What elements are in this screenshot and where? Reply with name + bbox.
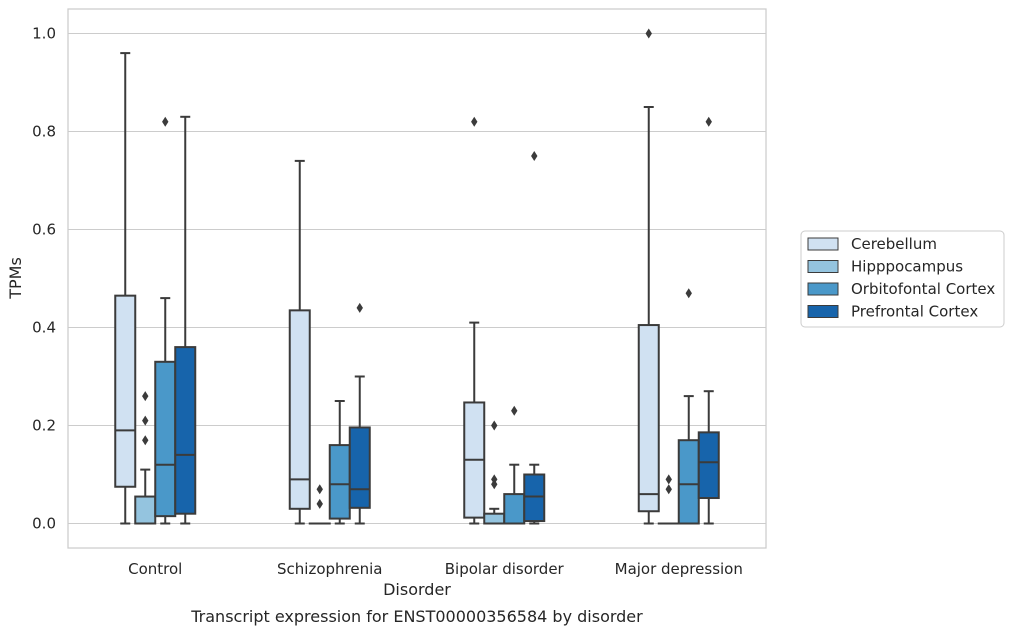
legend-label: Orbitofontal Cortex [851,280,995,298]
box-cerebellum [288,159,311,525]
box-body [134,495,157,525]
y-tick-label: 0.2 [32,417,56,435]
plot-frame [67,8,767,549]
legend-label: Cerebellum [851,235,937,253]
x-tick-label: Control [128,560,182,578]
chart-caption: Transcript expression for ENST0000035658… [190,607,643,626]
outlier-point [356,302,363,313]
y-tick-label: 0.0 [32,515,56,533]
box-orbitofontal-cortex [677,288,700,525]
x-axis-title: Disorder [383,580,451,599]
legend-swatch [807,282,839,296]
outlier-point [162,116,169,127]
outlier-point [471,116,478,127]
legend-swatch [807,237,839,251]
x-tick-label: Bipolar disorder [445,560,565,578]
box-body [483,512,506,525]
box-body [288,309,311,510]
box-cerebellum [637,28,660,525]
box-cerebellum [114,52,137,525]
y-tick-label: 0.4 [32,319,56,337]
x-tick-labels: Control Schizophrenia Bipolar disorder Majo… [128,560,743,578]
y-tick-labels: 0.0 0.2 0.4 0.6 0.8 1.0 [32,25,56,533]
x-tick-label: Schizophrenia [277,560,382,578]
y-axis-title: TPMs [6,257,25,300]
outlier-point [531,151,538,161]
legend-label: Hipppocampus [851,258,963,276]
outlier-point [316,484,323,495]
box-body [154,360,177,518]
box-prefrontal-cortex [174,115,197,525]
outlier-point [645,28,652,39]
boxes [114,28,720,525]
box-hipppocampus [308,484,331,525]
box-body [348,426,371,509]
box-orbitofontal-cortex [154,116,177,525]
outlier-point [316,498,323,509]
box-body [114,294,137,488]
outlier-point [142,415,149,426]
outlier-point [705,116,712,127]
box-body [697,431,720,500]
legend-label: Prefrontal Cortex [851,303,978,321]
y-tick-label: 0.8 [32,123,56,141]
outlier-point [491,474,498,485]
box-body [677,439,700,525]
legend: Cerebellum Hipppocampus Orbitofontal Corte… [800,230,1005,328]
box-prefrontal-cortex [697,116,720,525]
legend-frame [800,230,1005,328]
box-body [328,444,351,520]
outlier-point [511,405,518,416]
legend-swatch [807,305,839,318]
x-tick-label: Major depression [615,560,743,578]
outlier-point [142,435,149,446]
outlier-point [142,391,149,402]
box-body [174,346,197,515]
legend-swatch [807,260,839,273]
box-body [637,324,660,513]
y-tick-label: 1.0 [32,25,56,43]
box-body [503,493,526,525]
box-hipppocampus [134,391,157,525]
outlier-point [665,484,672,495]
box-prefrontal-cortex [348,302,371,525]
y-tick-label: 0.6 [32,221,56,239]
box-body [523,473,546,523]
box-prefrontal-cortex [523,151,546,525]
outlier-point [665,474,672,485]
box-hipppocampus [483,420,506,525]
outlier-point [491,420,498,431]
box-hipppocampus [657,474,680,525]
outlier-point [685,288,692,299]
box-cerebellum [463,116,486,525]
